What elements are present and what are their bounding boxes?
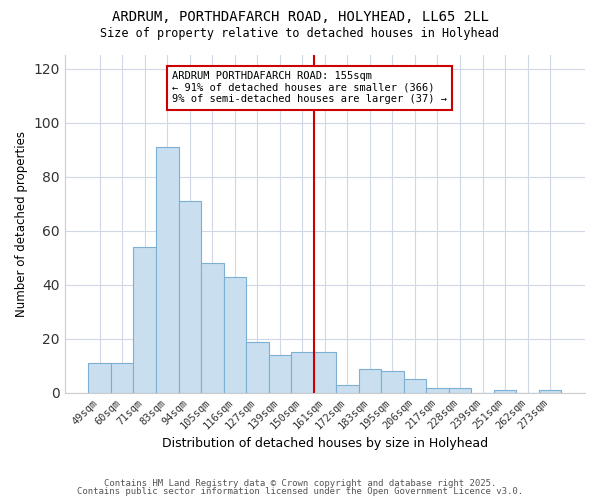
Bar	[88, 364, 111, 393]
Bar	[359, 368, 381, 393]
Bar	[336, 385, 359, 393]
Bar	[314, 352, 336, 393]
Bar	[111, 364, 133, 393]
Y-axis label: Number of detached properties: Number of detached properties	[15, 131, 28, 317]
Bar	[404, 380, 426, 393]
Bar	[201, 263, 224, 393]
Text: ARDRUM PORTHDAFARCH ROAD: 155sqm
← 91% of detached houses are smaller (366)
9% o: ARDRUM PORTHDAFARCH ROAD: 155sqm ← 91% o…	[172, 71, 447, 104]
Bar	[381, 372, 404, 393]
Text: Contains HM Land Registry data © Crown copyright and database right 2025.: Contains HM Land Registry data © Crown c…	[104, 478, 496, 488]
Bar	[269, 355, 291, 393]
Bar	[291, 352, 314, 393]
Text: Contains public sector information licensed under the Open Government Licence v3: Contains public sector information licen…	[77, 487, 523, 496]
Text: Size of property relative to detached houses in Holyhead: Size of property relative to detached ho…	[101, 28, 499, 40]
X-axis label: Distribution of detached houses by size in Holyhead: Distribution of detached houses by size …	[162, 437, 488, 450]
Text: ARDRUM, PORTHDAFARCH ROAD, HOLYHEAD, LL65 2LL: ARDRUM, PORTHDAFARCH ROAD, HOLYHEAD, LL6…	[112, 10, 488, 24]
Bar	[494, 390, 517, 393]
Bar	[156, 147, 179, 393]
Bar	[246, 342, 269, 393]
Bar	[539, 390, 562, 393]
Bar	[133, 247, 156, 393]
Bar	[179, 201, 201, 393]
Bar	[426, 388, 449, 393]
Bar	[449, 388, 471, 393]
Bar	[224, 276, 246, 393]
